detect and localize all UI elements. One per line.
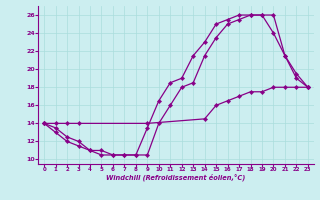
X-axis label: Windchill (Refroidissement éolien,°C): Windchill (Refroidissement éolien,°C) <box>106 174 246 181</box>
